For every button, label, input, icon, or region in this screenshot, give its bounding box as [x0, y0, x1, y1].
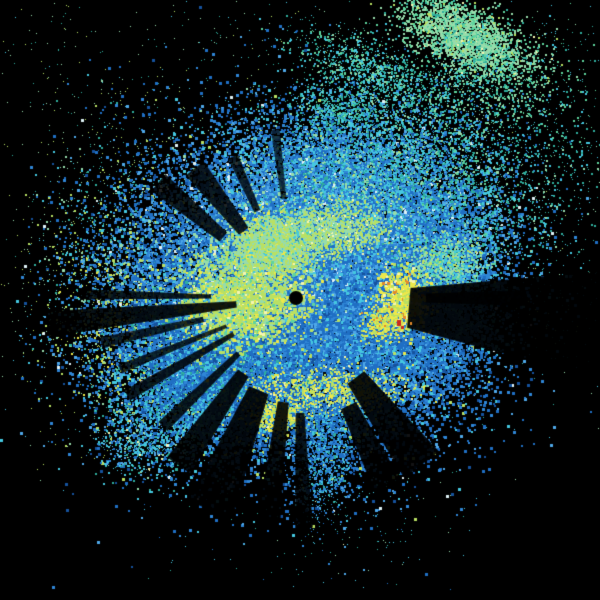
radar-scan-canvas: [0, 0, 600, 600]
radar-scan-view: [0, 0, 600, 600]
